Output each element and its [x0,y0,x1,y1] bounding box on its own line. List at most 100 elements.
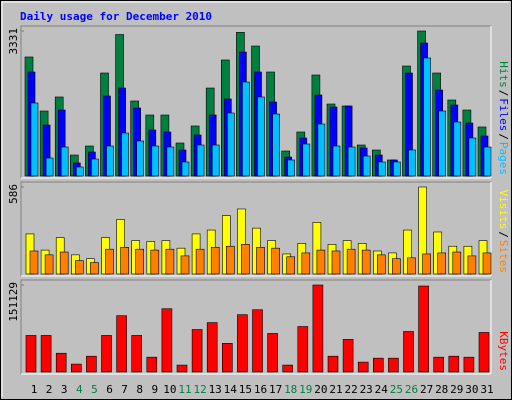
x-tick-label: 19 [299,383,312,396]
bar [468,137,477,177]
x-tick-label: 11 [178,383,191,396]
bar [146,356,158,373]
chart-title: Daily usage for December 2010 [20,10,212,23]
bar [252,309,263,373]
x-tick-label: 9 [151,383,158,396]
bar [312,284,324,373]
bar [463,356,475,373]
x-tick-label: 14 [224,383,238,396]
x-tick-label: 21 [329,383,342,396]
bar [29,250,39,275]
legend-entry: KBytes [497,331,510,371]
x-tick-label: 17 [269,383,282,396]
bar [195,248,205,275]
x-tick-label: 28 [435,383,448,396]
x-tick-label: 10 [163,383,176,396]
x-tick-label: 5 [91,383,98,396]
bar [287,159,296,177]
x-tick-label: 8 [136,383,143,396]
legend-entry: Visits [497,190,510,230]
bar [257,96,265,177]
bar [181,161,190,177]
x-tick-label: 24 [375,383,389,396]
x-tick-label: 31 [480,383,493,396]
bar [180,255,190,275]
y-tick-label: 151129 [7,282,20,322]
legend-entry: Sites [497,240,510,273]
bar [237,314,248,373]
x-tick-label: 16 [254,383,267,396]
x-tick-label: 29 [450,383,463,396]
bar [121,132,129,177]
bar [316,249,326,275]
bar [422,253,431,275]
x-tick-label: 25 [390,383,403,396]
x-tick-label: 12 [193,383,206,396]
bar [120,246,129,275]
bar [76,166,84,177]
x-tick-label: 13 [209,383,222,396]
x-tick-label: 26 [405,383,418,396]
bar [256,246,265,275]
bar [241,244,250,275]
legend-entry: Pages [497,142,510,175]
bar [55,352,67,373]
bar [45,157,54,177]
bar [71,363,82,373]
bar [25,335,37,373]
bar [226,245,235,275]
bar [478,332,490,373]
bar [403,331,414,373]
bar [242,81,250,177]
bar [116,315,127,373]
bar [393,161,401,177]
bar [327,355,339,373]
bar [86,355,97,373]
bar [135,248,144,275]
bar [423,57,431,177]
bar [282,364,294,373]
bar [176,364,188,373]
bar [267,333,278,373]
bar [222,343,233,373]
x-tick-label: 4 [76,383,83,396]
bar [467,255,477,275]
x-tick-label: 2 [46,383,53,396]
bar [301,252,311,275]
bar [408,149,416,177]
bar [59,251,69,275]
bar [44,254,54,275]
bar [388,357,399,373]
bar [437,252,447,275]
x-tick-label: 15 [239,383,252,396]
bar [131,335,142,373]
bar [377,161,386,177]
bar [271,247,280,275]
bar [482,252,492,275]
x-tick-label: 1 [31,383,38,396]
legend-separator: / [497,231,510,238]
bar [483,146,492,177]
bar [30,102,39,177]
bar [286,256,296,275]
bar [165,248,175,275]
bar [453,121,462,177]
bar [317,123,326,177]
y-tick-label: 586 [7,184,20,204]
bar [40,335,52,373]
bar [452,251,462,275]
bar [210,246,220,275]
bar [448,355,460,373]
bar [91,158,99,177]
bar [376,254,386,275]
bar [433,356,445,373]
x-tick-label: 18 [284,383,297,396]
x-tick-label: 27 [420,383,433,396]
bar [166,146,175,177]
legend-entry: Files [497,98,510,131]
bar [346,248,356,275]
bar [297,326,309,373]
bar [105,248,114,275]
bar [407,257,416,275]
